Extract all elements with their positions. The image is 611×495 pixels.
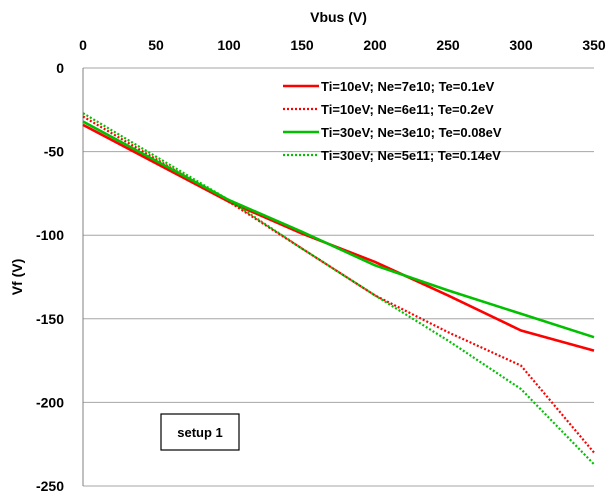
x-tick-label-0: 0 [79,37,87,53]
x-tick-label-300: 300 [509,37,533,53]
x-tick-label-200: 200 [363,37,387,53]
annotation-box: setup 1 [160,413,240,451]
y-tick-label--50: -50 [44,144,64,160]
x-tick-label-350: 350 [582,37,606,53]
x-tick-label-250: 250 [436,37,460,53]
y-tick-labels: 0 -50 -100 -150 -200 -250 [36,60,64,494]
annotation-text: setup 1 [177,425,223,440]
annotation-frame [160,413,240,451]
gridlines [83,67,594,487]
legend: Ti=10eV; Ne=7e10; Te=0.1eV Ti=10eV; Ne=6e… [283,79,502,163]
y-axis-title: Vf (V) [9,259,25,296]
y-tick-label--150: -150 [36,311,64,327]
series-line-2 [82,115,595,454]
legend-label-4: Ti=30eV; Ne=5e11; Te=0.14eV [321,148,501,163]
x-tick-labels: 0 50 100 150 200 250 300 350 [79,37,606,53]
y-tick-label--100: -100 [36,227,64,243]
y-tick-label--250: -250 [36,478,64,494]
legend-label-2: Ti=10eV; Ne=6e11; Te=0.2eV [321,102,494,117]
legend-label-1: Ti=10eV; Ne=7e10; Te=0.1eV [321,79,495,94]
x-tick-label-100: 100 [217,37,241,53]
legend-label-3: Ti=30eV; Ne=3e10; Te=0.08eV [321,125,502,140]
series-lines [82,112,595,466]
x-tick-label-50: 50 [148,37,164,53]
y-tick-label--200: -200 [36,394,64,410]
x-axis-title: Vbus (V) [310,9,367,25]
y-tick-label-0: 0 [56,60,64,76]
x-tick-label-150: 150 [290,37,314,53]
series-line-4 [82,112,595,466]
